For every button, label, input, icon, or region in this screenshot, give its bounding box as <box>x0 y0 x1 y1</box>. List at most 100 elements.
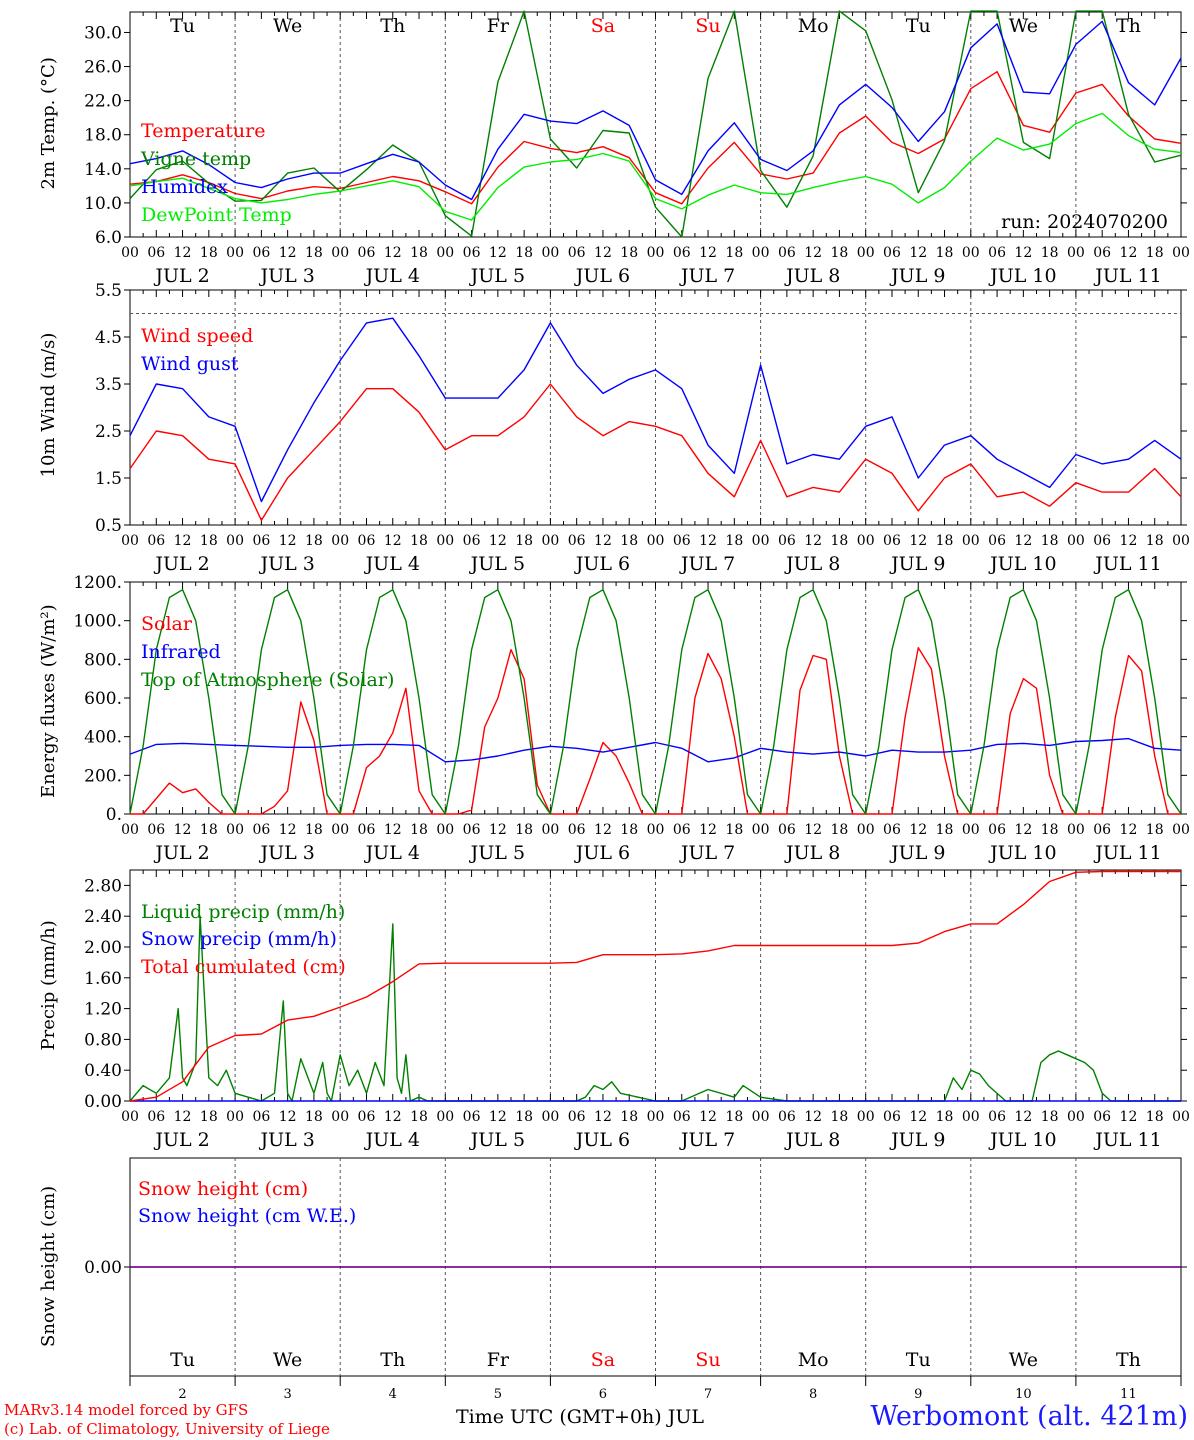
x-hour-label: 18 <box>725 533 743 549</box>
x-hour-label: 06 <box>988 1109 1006 1125</box>
x-hour-label: 06 <box>147 1109 165 1125</box>
x-date-label: JUL 2 <box>153 842 209 864</box>
x-date-label: JUL 10 <box>988 842 1056 864</box>
x-hour-label: 00 <box>121 533 139 549</box>
x-hour-label: 00 <box>226 1109 244 1125</box>
y-tick-label: 400. <box>84 728 122 748</box>
x-hour-label: 00 <box>1172 822 1190 838</box>
x-hour-label: 00 <box>962 533 980 549</box>
y-tick-label: 6.0 <box>95 228 122 248</box>
x-date-label: JUL 11 <box>1093 1129 1161 1151</box>
x-date-label: JUL 7 <box>679 553 735 575</box>
x-hour-label: 18 <box>200 1109 218 1125</box>
x-date-label: JUL 8 <box>784 553 840 575</box>
x-hour-label: 12 <box>1014 533 1032 549</box>
x-date-label: JUL 8 <box>784 842 840 864</box>
x-hour-label: 12 <box>279 1109 297 1125</box>
x-date-label: JUL 10 <box>988 1129 1056 1151</box>
x-hour-label: 18 <box>831 533 849 549</box>
x-date-label: JUL 7 <box>679 265 735 287</box>
y-tick-label: 18.0 <box>84 126 122 146</box>
x-hour-label: 00 <box>436 1109 454 1125</box>
x-hour-label: 00 <box>1067 822 1085 838</box>
legend-entry: Top of Atmosphere (Solar) <box>141 669 394 691</box>
x-hour-label: 06 <box>988 822 1006 838</box>
legend-entry: Snow height (cm W.E.) <box>138 1205 356 1227</box>
day-number-label: 6 <box>599 1387 607 1402</box>
legend-entry: Wind gust <box>141 353 239 375</box>
x-hour-label: 00 <box>857 1109 875 1125</box>
x-date-label: JUL 6 <box>574 1129 630 1151</box>
y-tick-label: 200. <box>84 766 122 786</box>
x-hour-label: 12 <box>1120 533 1138 549</box>
x-hour-label: 18 <box>725 822 743 838</box>
legend-entry: Solar <box>141 613 193 635</box>
series-line-temperature <box>129 70 1182 205</box>
time-axis-title: Time UTC (GMT+0h) JUL <box>456 1406 704 1428</box>
x-hour-label: 00 <box>1067 1109 1085 1125</box>
x-hour-label: 06 <box>252 245 270 261</box>
x-hour-label: 06 <box>252 1109 270 1125</box>
x-hour-label: 12 <box>384 1109 402 1125</box>
x-hour-label: 06 <box>883 533 901 549</box>
x-hour-label: 06 <box>1093 533 1111 549</box>
x-date-label: JUL 8 <box>784 265 840 287</box>
x-hour-label: 18 <box>515 1109 533 1125</box>
x-hour-label: 06 <box>147 533 165 549</box>
x-hour-label: 12 <box>489 1109 507 1125</box>
x-hour-label: 00 <box>752 533 770 549</box>
x-hour-label: 00 <box>752 822 770 838</box>
x-hour-label: 18 <box>305 245 323 261</box>
y-tick-label: 1200. <box>73 573 122 593</box>
x-hour-label: 00 <box>541 245 559 261</box>
x-hour-label: 18 <box>200 822 218 838</box>
x-hour-label: 06 <box>988 245 1006 261</box>
x-hour-label: 00 <box>647 1109 665 1125</box>
x-date-label: JUL 9 <box>889 265 945 287</box>
y-axis-label: Snow height (cm) <box>38 1186 59 1347</box>
x-hour-label: 00 <box>857 822 875 838</box>
x-hour-label: 18 <box>936 1109 954 1125</box>
y-tick-label: 600. <box>84 689 122 709</box>
x-date-label: JUL 2 <box>153 553 209 575</box>
x-hour-label: 00 <box>1067 245 1085 261</box>
x-hour-label: 12 <box>279 245 297 261</box>
y-tick-label: 2.00 <box>84 938 122 958</box>
x-hour-label: 18 <box>620 822 638 838</box>
x-date-label: JUL 5 <box>469 553 525 575</box>
x-hour-label: 06 <box>252 822 270 838</box>
x-hour-label: 00 <box>752 1109 770 1125</box>
x-hour-label: 12 <box>489 822 507 838</box>
x-hour-label: 12 <box>594 1109 612 1125</box>
weekday-label-top: Su <box>695 15 720 37</box>
x-hour-label: 18 <box>515 822 533 838</box>
x-hour-label: 12 <box>489 533 507 549</box>
x-hour-label: 12 <box>699 822 717 838</box>
x-date-label: JUL 9 <box>889 842 945 864</box>
x-date-label: JUL 2 <box>153 265 209 287</box>
x-date-label: JUL 7 <box>679 842 735 864</box>
y-tick-label: 10.0 <box>84 194 122 214</box>
y-tick-label: 26.0 <box>84 58 122 78</box>
x-hour-label: 06 <box>252 533 270 549</box>
x-hour-label: 12 <box>1014 822 1032 838</box>
x-hour-label: 18 <box>410 1109 428 1125</box>
weekday-label-bottom: Th <box>1116 1349 1141 1371</box>
x-hour-label: 06 <box>883 1109 901 1125</box>
x-hour-label: 18 <box>831 1109 849 1125</box>
x-hour-label: 18 <box>1041 822 1059 838</box>
weekday-label-top: Fr <box>487 15 510 37</box>
x-hour-label: 06 <box>358 1109 376 1125</box>
x-hour-label: 12 <box>384 245 402 261</box>
x-hour-label: 06 <box>1093 1109 1111 1125</box>
x-date-label: JUL 11 <box>1093 553 1161 575</box>
x-hour-label: 18 <box>936 245 954 261</box>
x-hour-label: 06 <box>463 245 481 261</box>
x-hour-label: 18 <box>515 533 533 549</box>
x-hour-label: 18 <box>1041 245 1059 261</box>
weekday-label-bottom: Su <box>695 1349 720 1371</box>
x-hour-label: 12 <box>174 822 192 838</box>
x-hour-label: 06 <box>568 822 586 838</box>
x-hour-label: 12 <box>909 533 927 549</box>
x-hour-label: 12 <box>699 533 717 549</box>
